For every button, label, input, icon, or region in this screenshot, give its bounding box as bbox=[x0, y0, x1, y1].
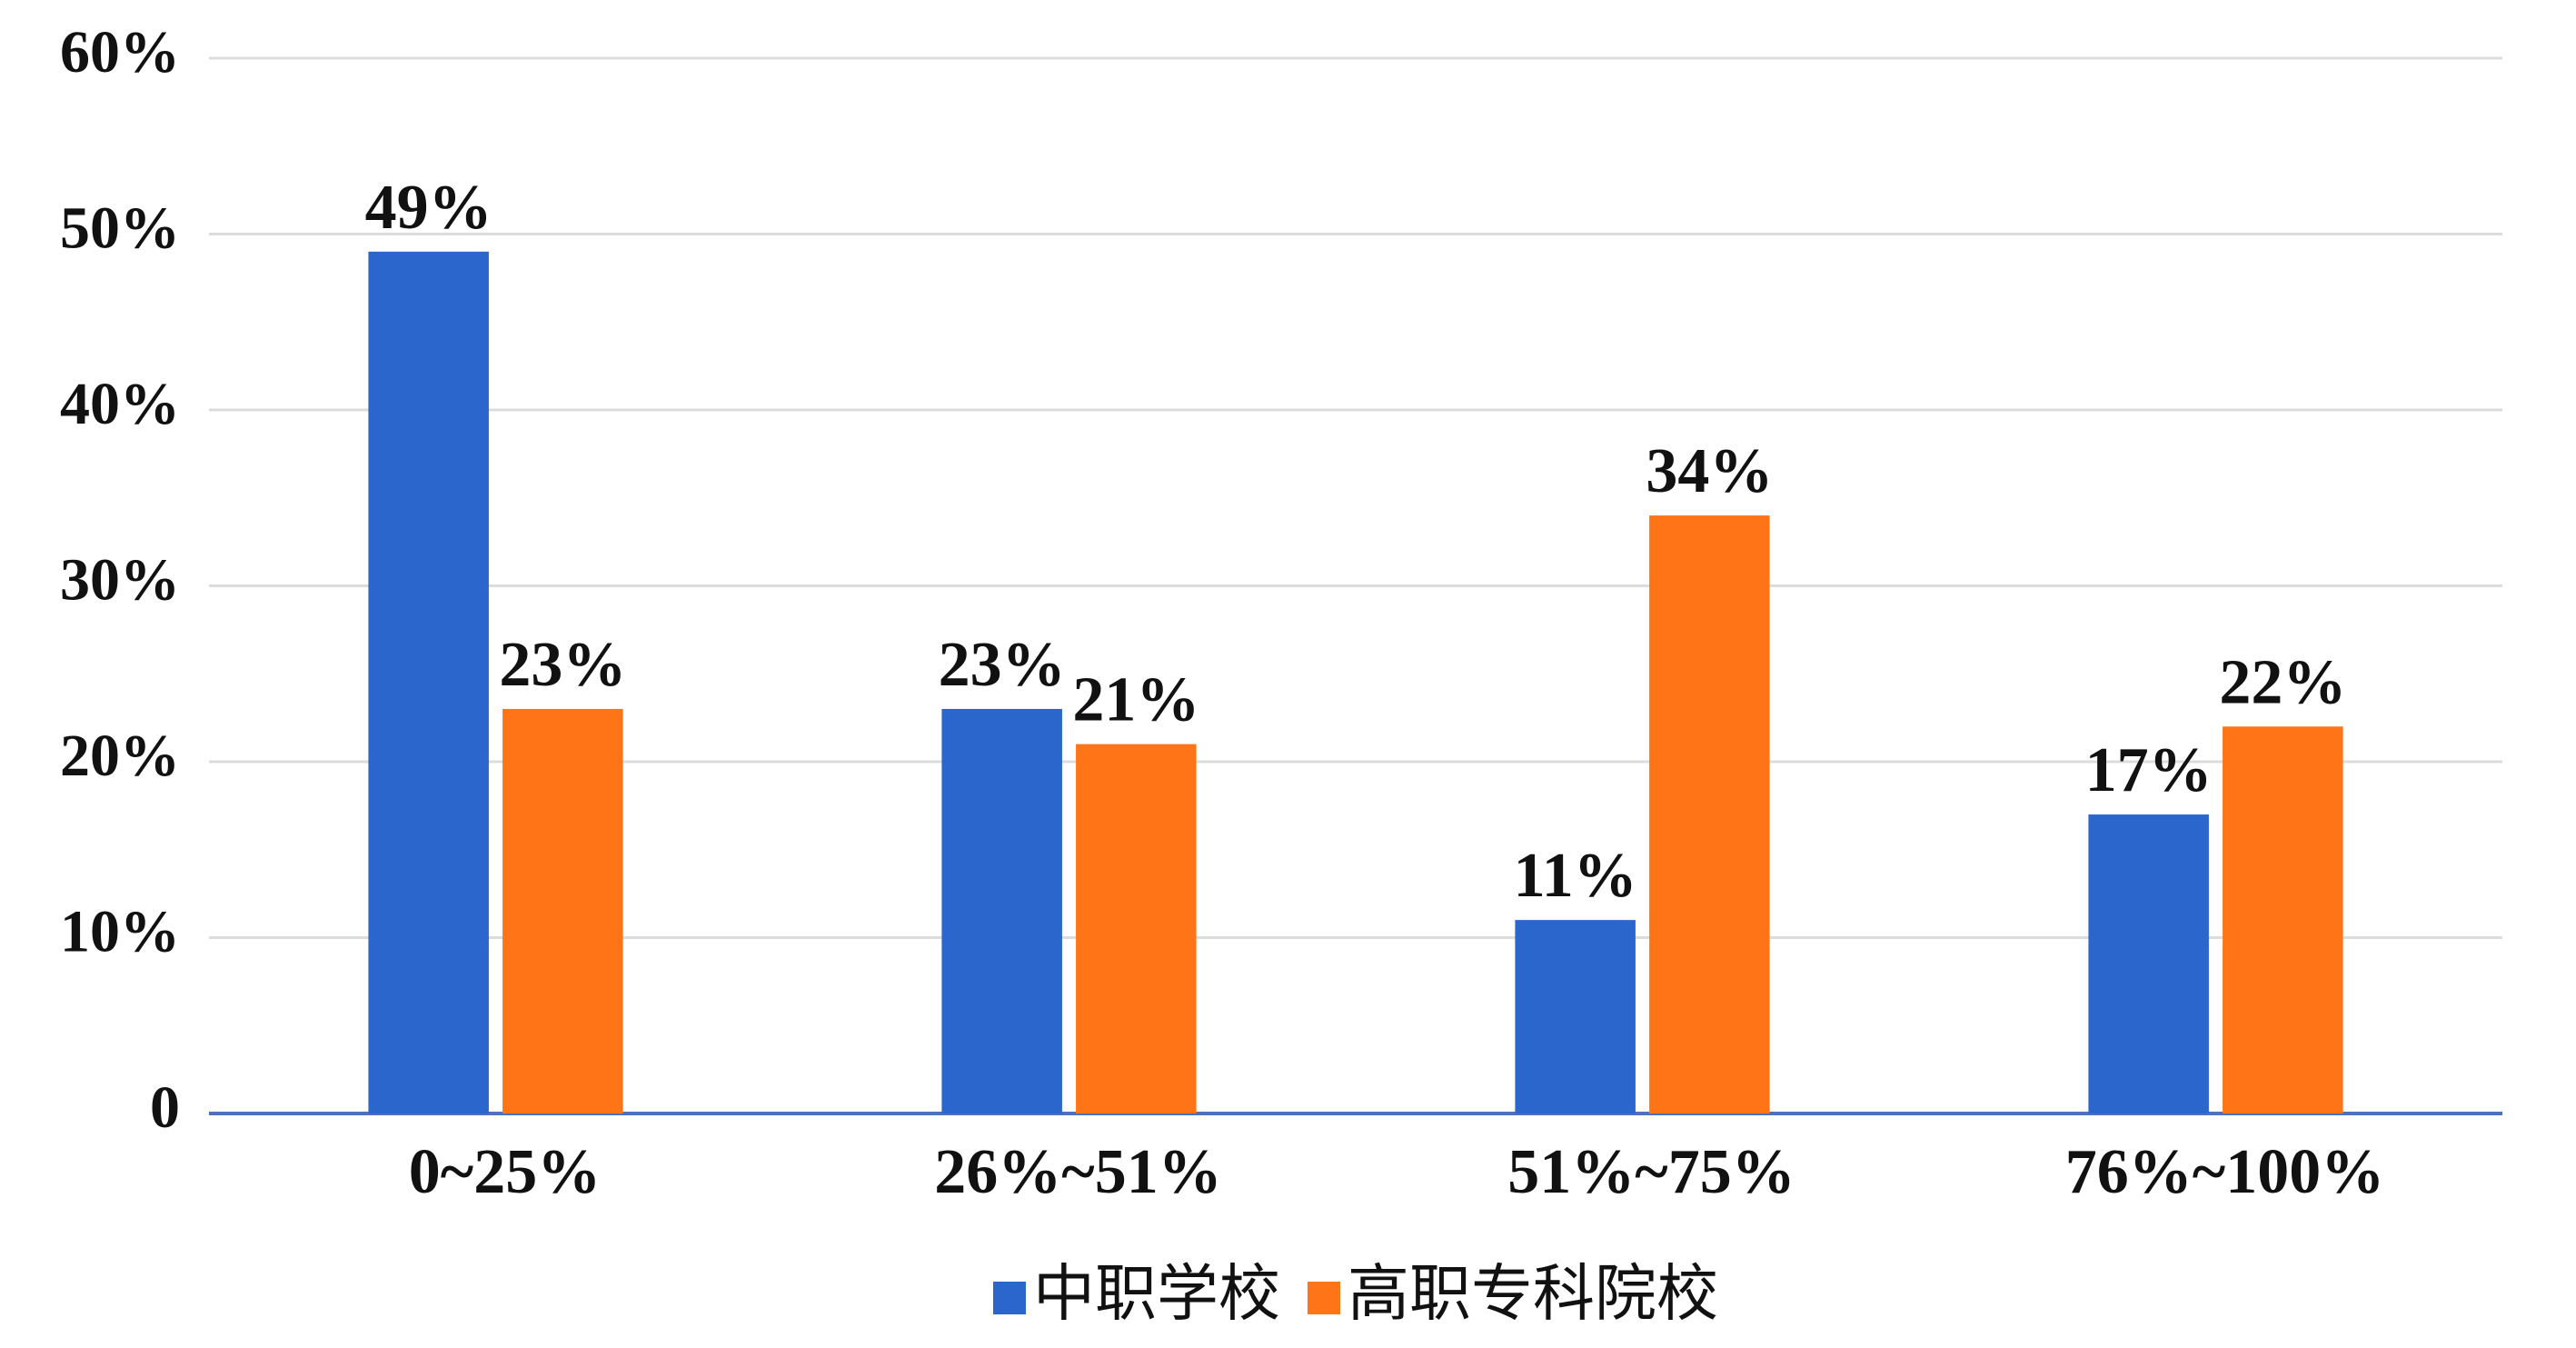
legend-label: 高职专科院校 bbox=[1348, 1259, 1718, 1331]
x-tick-label: 26%~51% bbox=[934, 1137, 1221, 1207]
y-tick-label: 10% bbox=[60, 899, 180, 965]
value-label: 23% bbox=[939, 630, 1066, 700]
legend-swatch bbox=[992, 1282, 1026, 1314]
x-tick-label: 51%~75% bbox=[1507, 1137, 1795, 1207]
legend-label: 中职学校 bbox=[1033, 1259, 1280, 1331]
value-label: 21% bbox=[1072, 665, 1199, 735]
bar bbox=[1649, 515, 1770, 1113]
x-tick-label: 76%~100% bbox=[2065, 1137, 2384, 1207]
value-label: 22% bbox=[2219, 647, 2346, 717]
bar bbox=[941, 708, 1062, 1113]
y-tick-label: 0 bbox=[150, 1074, 180, 1141]
bar bbox=[2223, 726, 2343, 1113]
legend-swatch bbox=[1308, 1282, 1340, 1314]
y-tick-label: 30% bbox=[60, 547, 180, 614]
value-label: 23% bbox=[499, 630, 626, 700]
y-tick-label: 50% bbox=[60, 195, 180, 262]
value-label: 34% bbox=[1646, 436, 1773, 506]
x-tick-label: 0~25% bbox=[409, 1137, 601, 1207]
bar bbox=[368, 251, 489, 1114]
y-tick-label: 40% bbox=[60, 371, 180, 437]
bar bbox=[1076, 744, 1197, 1113]
y-tick-label: 60% bbox=[60, 19, 180, 85]
y-tick-label: 20% bbox=[60, 723, 180, 789]
bar bbox=[2088, 814, 2209, 1113]
value-label: 17% bbox=[2085, 735, 2213, 805]
bar bbox=[1515, 920, 1636, 1113]
value-label: 49% bbox=[365, 173, 492, 243]
bar bbox=[502, 708, 623, 1113]
value-label: 11% bbox=[1514, 841, 1637, 911]
